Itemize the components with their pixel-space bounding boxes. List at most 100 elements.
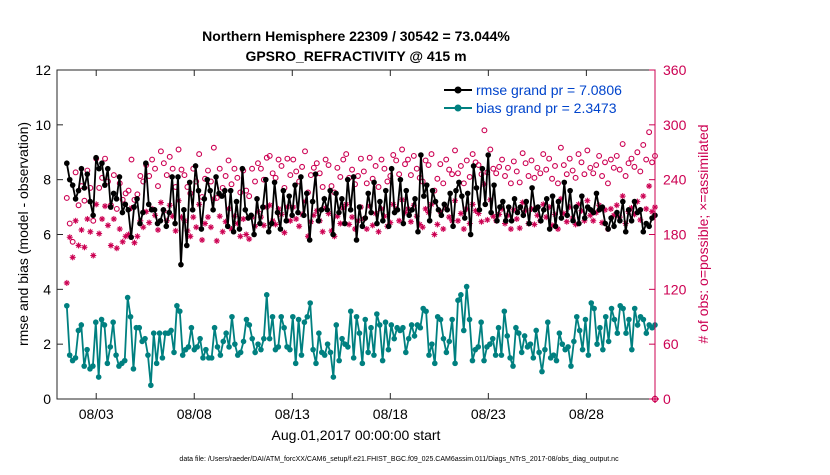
x-axis: 08/03 08/08 08/13 08/18 08/23 08/28: [79, 70, 604, 422]
bias-point: [258, 346, 264, 353]
rmse-point: [540, 207, 547, 213]
obs-possible-point: [490, 165, 497, 172]
bias-point: [269, 313, 276, 320]
obs-assimilated-point: [63, 279, 70, 286]
obs-possible-point: [163, 172, 170, 179]
rmse-point: [356, 204, 363, 210]
obs-possible-point: [325, 162, 332, 168]
bias-point: [582, 316, 589, 323]
rmse-point: [567, 187, 573, 194]
obs-assimilated-point: [607, 205, 614, 212]
bias-point: [124, 294, 131, 301]
rmse-point: [75, 187, 82, 194]
obs-assimilated-point: [102, 203, 109, 210]
obs-possible-point: [246, 193, 253, 200]
bias-point: [298, 352, 305, 358]
obs-assimilated-point: [431, 231, 438, 238]
obs-possible-point: [160, 160, 167, 167]
obs-possible-point: [634, 149, 641, 156]
obs-possible-point: [216, 165, 223, 172]
obs-possible-point: [393, 157, 400, 164]
rmse-point: [257, 220, 263, 227]
obs-assimilated-point: [640, 193, 647, 200]
obs-possible-point: [552, 163, 558, 169]
bias-point: [576, 327, 583, 334]
obs-possible-point: [613, 152, 620, 159]
rmse-point: [137, 220, 143, 227]
obs-possible-point: [599, 173, 606, 179]
obs-assimilated-point: [584, 197, 591, 204]
rmse-point: [406, 212, 412, 219]
bias-point: [316, 330, 322, 337]
obs-possible-point: [425, 162, 432, 168]
y-left-tick-label: 2: [43, 336, 51, 352]
bias-point: [629, 346, 635, 353]
bias-point: [452, 360, 458, 367]
obs-possible-point: [363, 180, 370, 187]
bias-point: [437, 316, 444, 323]
rmse-point: [312, 171, 319, 177]
obs-possible-point: [590, 170, 597, 177]
bias-point: [350, 355, 357, 361]
rmse-point: [262, 176, 269, 183]
x-tick-label: 08/03: [79, 406, 114, 422]
rmse-point: [611, 223, 617, 230]
obs-possible-point: [66, 220, 73, 227]
bias-point: [237, 349, 244, 356]
bias-point: [194, 344, 200, 350]
obs-possible-point: [469, 151, 476, 158]
rmse-point: [295, 209, 301, 216]
obs-possible-point: [440, 180, 447, 187]
bias-point: [376, 322, 383, 328]
bias-point: [159, 355, 166, 361]
obs-possible-point: [278, 163, 285, 169]
obs-assimilated-point: [154, 226, 161, 233]
right-axis: 0 60 120 180 240 300 360: [649, 62, 687, 407]
bias-point: [571, 338, 577, 345]
bias-point: [261, 335, 267, 342]
obs-possible-point: [390, 152, 397, 158]
rmse-point: [157, 217, 164, 224]
obs-possible-point: [457, 163, 464, 169]
rmse-point: [479, 165, 486, 172]
rmse-point: [450, 223, 456, 230]
x-tick-label: 08/08: [177, 406, 212, 422]
obs-assimilated-point: [187, 233, 194, 240]
bias-point: [495, 324, 502, 331]
rmse-point: [576, 220, 582, 227]
rmse-point: [78, 165, 85, 172]
obs-possible-point: [604, 180, 611, 187]
rmse-point: [230, 228, 237, 235]
obs-possible-point: [113, 205, 120, 212]
rmse-point: [330, 231, 336, 238]
bias-point: [156, 330, 163, 337]
bias-point: [440, 335, 447, 342]
bias-point: [197, 335, 203, 342]
obs-possible-point: [169, 165, 176, 172]
bias-point: [110, 319, 116, 326]
rmse-point: [99, 160, 105, 167]
obs-possible-point: [96, 184, 103, 191]
obs-possible-point: [205, 167, 211, 174]
bias-point: [203, 346, 209, 353]
legend-box: [440, 78, 650, 118]
rmse-point: [134, 196, 140, 202]
rmse-point: [333, 190, 339, 197]
obs-assimilated-point: [119, 238, 126, 245]
rmse-point: [286, 193, 293, 199]
rmse-point: [602, 220, 609, 227]
y-left-tick-label: 8: [43, 172, 51, 188]
bias-point: [301, 319, 308, 326]
obs-possible-point: [72, 169, 79, 176]
bias-point: [405, 335, 412, 342]
rmse-point: [160, 207, 167, 213]
obs-possible-point: [210, 144, 217, 151]
bias-point: [640, 316, 647, 323]
rmse-point: [84, 171, 91, 177]
bias-point: [150, 330, 157, 337]
obs-possible-point: [507, 180, 514, 187]
obs-possible-point: [628, 155, 635, 162]
rmse-point: [236, 226, 243, 232]
obs-possible-point: [525, 173, 532, 179]
obs-possible-point: [152, 165, 158, 172]
